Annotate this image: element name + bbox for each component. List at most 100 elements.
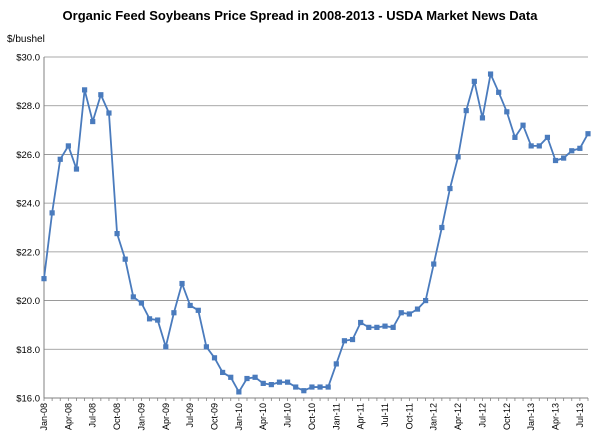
data-point [333, 361, 339, 367]
x-tick-label: Jul-12 [477, 403, 487, 428]
data-point [455, 154, 461, 160]
data-point [293, 384, 299, 390]
y-axis-label: $/bushel [7, 34, 45, 45]
data-point [195, 307, 201, 313]
y-tick-label: $18.0 [16, 345, 40, 356]
data-point [406, 311, 412, 317]
y-tick-label: $26.0 [16, 150, 40, 161]
series-price [41, 71, 591, 395]
data-point [260, 380, 266, 386]
x-tick-label: Jul-09 [185, 403, 195, 428]
data-point [487, 71, 494, 77]
data-point [73, 166, 80, 172]
x-tick-label: Jul-11 [380, 403, 390, 427]
y-tick-label: $30.0 [16, 53, 40, 64]
data-point [228, 374, 234, 380]
data-point [179, 280, 185, 287]
x-tick-label: Apr-12 [453, 403, 463, 430]
x-tick-label: Apr-09 [161, 403, 171, 430]
data-point [90, 118, 96, 125]
y-tick-label: $22.0 [16, 247, 40, 258]
chart-title: Organic Feed Soybeans Price Spread in 20… [63, 8, 539, 23]
data-point [479, 115, 486, 121]
data-point [552, 157, 559, 164]
data-point [244, 375, 250, 382]
data-point [528, 143, 534, 149]
x-tick-label: Oct-08 [112, 403, 122, 430]
data-point [220, 369, 226, 376]
x-tick-label: Jan-13 [526, 403, 536, 431]
x-tick-label: Jul-08 [88, 403, 98, 428]
data-point [414, 306, 421, 312]
data-point [309, 384, 315, 390]
data-point [114, 230, 120, 237]
x-tick-label: Oct-12 [502, 403, 512, 430]
x-tick-label: Oct-10 [307, 403, 317, 430]
data-point [561, 155, 567, 161]
data-point [536, 143, 542, 149]
data-point [163, 344, 169, 350]
data-point [81, 87, 88, 93]
data-point [268, 382, 274, 388]
data-point [447, 185, 453, 192]
data-point [98, 92, 104, 98]
series-line [43, 73, 589, 393]
data-point [317, 384, 323, 390]
data-point [512, 134, 518, 140]
data-point [496, 89, 502, 95]
data-point [374, 324, 380, 330]
data-point [439, 224, 445, 231]
data-point [398, 310, 404, 316]
data-point [203, 344, 209, 350]
x-tick-label: Oct-11 [404, 403, 414, 429]
x-tick-label: Apr-11 [356, 403, 366, 429]
x-tick-label: Jan-11 [331, 403, 341, 430]
data-point [155, 317, 161, 323]
data-point [382, 323, 388, 329]
y-tick-labels: $16.0 $18.0 $20.0 $22.0 $24.0 $26.0 $28.0 $30.0 [16, 53, 40, 405]
x-tick-label: Jul-10 [283, 403, 293, 428]
y-tick-label: $20.0 [16, 296, 40, 307]
data-point [520, 122, 526, 128]
data-point [585, 131, 591, 137]
data-point [358, 319, 364, 326]
data-point [49, 210, 55, 216]
data-point [544, 134, 551, 140]
data-point [138, 300, 145, 306]
data-point [325, 384, 331, 390]
data-point [211, 355, 218, 361]
data-point [65, 143, 71, 149]
data-point [390, 324, 396, 330]
x-tick-labels: Jan-08 Apr-08 Jul-08 Oct-08 Jan-09 Apr-09 Jul-… [39, 403, 585, 431]
gridlines [44, 56, 588, 399]
data-point [301, 388, 307, 394]
x-tick-label: Apr-10 [258, 403, 268, 430]
data-point [106, 110, 112, 116]
y-tick-label: $16.0 [16, 394, 40, 405]
data-point [504, 109, 510, 115]
data-point [349, 336, 356, 343]
x-tick-label: Apr-13 [551, 403, 561, 430]
x-tick-label: Apr-08 [63, 403, 73, 430]
x-tick-label: Jul-13 [575, 403, 585, 428]
data-point [471, 78, 477, 84]
data-point [57, 156, 63, 162]
x-tick-label: Oct-09 [210, 403, 220, 430]
data-point [122, 256, 128, 262]
data-point [276, 379, 283, 385]
data-point [252, 374, 258, 380]
data-point [130, 294, 136, 300]
data-point [146, 316, 153, 322]
data-point [423, 297, 429, 304]
data-point [366, 324, 372, 330]
data-point [463, 107, 469, 114]
data-point [187, 302, 193, 309]
data-point [41, 276, 47, 282]
data-point [171, 310, 177, 316]
data-point [236, 389, 242, 395]
y-tick-label: $24.0 [16, 199, 40, 210]
x-tick-label: Jan-09 [136, 403, 146, 431]
data-point [431, 261, 437, 267]
